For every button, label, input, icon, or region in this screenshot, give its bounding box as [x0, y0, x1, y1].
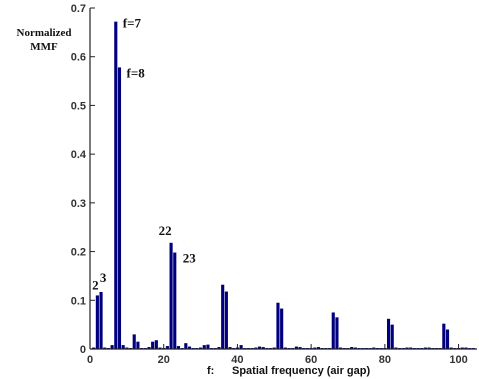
y-tick-label: 0.2	[71, 247, 86, 259]
bar-f46	[257, 346, 262, 349]
bars-group	[92, 21, 475, 350]
bar-f96	[442, 323, 446, 349]
annotation-22: 22	[159, 223, 172, 238]
bar-f101	[460, 347, 464, 349]
bar-f8	[117, 67, 122, 350]
bar-f97	[445, 329, 450, 349]
bar-f12	[132, 334, 136, 349]
bar-f57	[298, 347, 302, 349]
bar-f68	[339, 347, 343, 349]
bar-f98	[449, 347, 453, 349]
bar-f37	[224, 291, 228, 349]
x-tick-label: 40	[231, 354, 243, 366]
annotation-2: 2	[92, 277, 99, 292]
y-tick-label: 0.5	[71, 100, 86, 112]
bar-f77	[372, 347, 376, 349]
bar-f9	[121, 345, 125, 349]
bar-f16	[147, 347, 151, 349]
bar-f86	[405, 347, 409, 349]
y-tick-label: 0.7	[71, 3, 86, 15]
bar-f22	[169, 242, 173, 349]
bar-f4	[103, 347, 107, 349]
axes-group	[89, 8, 477, 350]
bar-f35	[217, 347, 221, 349]
annotation-3: 3	[100, 270, 107, 285]
x-tick-label: 0	[87, 354, 93, 366]
bar-f18	[154, 340, 158, 349]
bar-f72	[353, 347, 357, 349]
bar-f2	[95, 295, 99, 349]
bar-f56	[294, 346, 298, 349]
bar-f66	[331, 312, 335, 349]
x-ticks-group: 0 20 40 60 80 100	[87, 344, 468, 366]
y-tick-label: 0.4	[71, 149, 87, 161]
bar-f17	[151, 341, 155, 349]
bar-f13	[136, 341, 140, 349]
y-tick-label: 0	[80, 344, 86, 356]
bar-f62	[316, 347, 321, 349]
bar-f81	[386, 318, 391, 349]
bar-f61	[313, 347, 317, 349]
x-tick-label: 60	[305, 354, 317, 366]
annotation-f-7: f=7	[123, 16, 142, 31]
bar-f36	[221, 284, 225, 349]
bar-f50	[272, 347, 276, 349]
y-tick-label: 0.1	[71, 295, 86, 307]
bar-f7	[114, 21, 118, 349]
x-tick-label: 100	[449, 354, 467, 366]
y-tick-label: 0.3	[71, 198, 86, 210]
bar-f10	[125, 347, 129, 349]
bar-f87	[409, 347, 413, 349]
bar-f51	[276, 302, 280, 349]
annotation-23: 23	[183, 251, 197, 266]
x-axis-label-prefix: f:	[207, 365, 214, 377]
bar-f45	[254, 347, 258, 349]
bar-f71	[350, 347, 354, 349]
bar-f27	[187, 346, 192, 349]
bar-f23	[173, 252, 177, 349]
bar-f32	[206, 344, 210, 349]
bar-f83	[394, 347, 398, 349]
bar-f91	[423, 347, 427, 349]
bar-f24	[176, 346, 181, 349]
annotation-f-8: f=8	[127, 65, 146, 80]
y-axis-label-line1: Normalized	[17, 27, 72, 39]
bar-f53	[283, 347, 287, 349]
bar-f26	[184, 343, 188, 349]
bar-f41	[239, 345, 243, 349]
x-axis-label: Spatial frequency (air gap)	[232, 365, 370, 377]
bar-f6	[110, 345, 114, 349]
bar-f47	[261, 347, 265, 349]
bar-f1	[92, 347, 96, 349]
bar-f3	[99, 292, 103, 349]
bar-f21	[165, 346, 169, 349]
bar-f52	[280, 308, 284, 349]
bar-f19	[158, 347, 162, 349]
bar-f38	[228, 347, 232, 349]
bar-f31	[202, 345, 206, 349]
bar-f102	[464, 347, 468, 349]
bar-f67	[335, 317, 339, 349]
x-tick-label: 20	[158, 354, 170, 366]
y-ticks-group: 0 0.1 0.2 0.3 0.4 0.5 0.6 0.7	[71, 3, 95, 356]
bar-f82	[390, 324, 394, 349]
bar-f30	[199, 347, 203, 349]
y-axis-label-line2: MMF	[30, 41, 58, 53]
x-tick-label: 80	[379, 354, 391, 366]
y-tick-label: 0.6	[71, 52, 86, 64]
bar-f92	[427, 347, 431, 349]
